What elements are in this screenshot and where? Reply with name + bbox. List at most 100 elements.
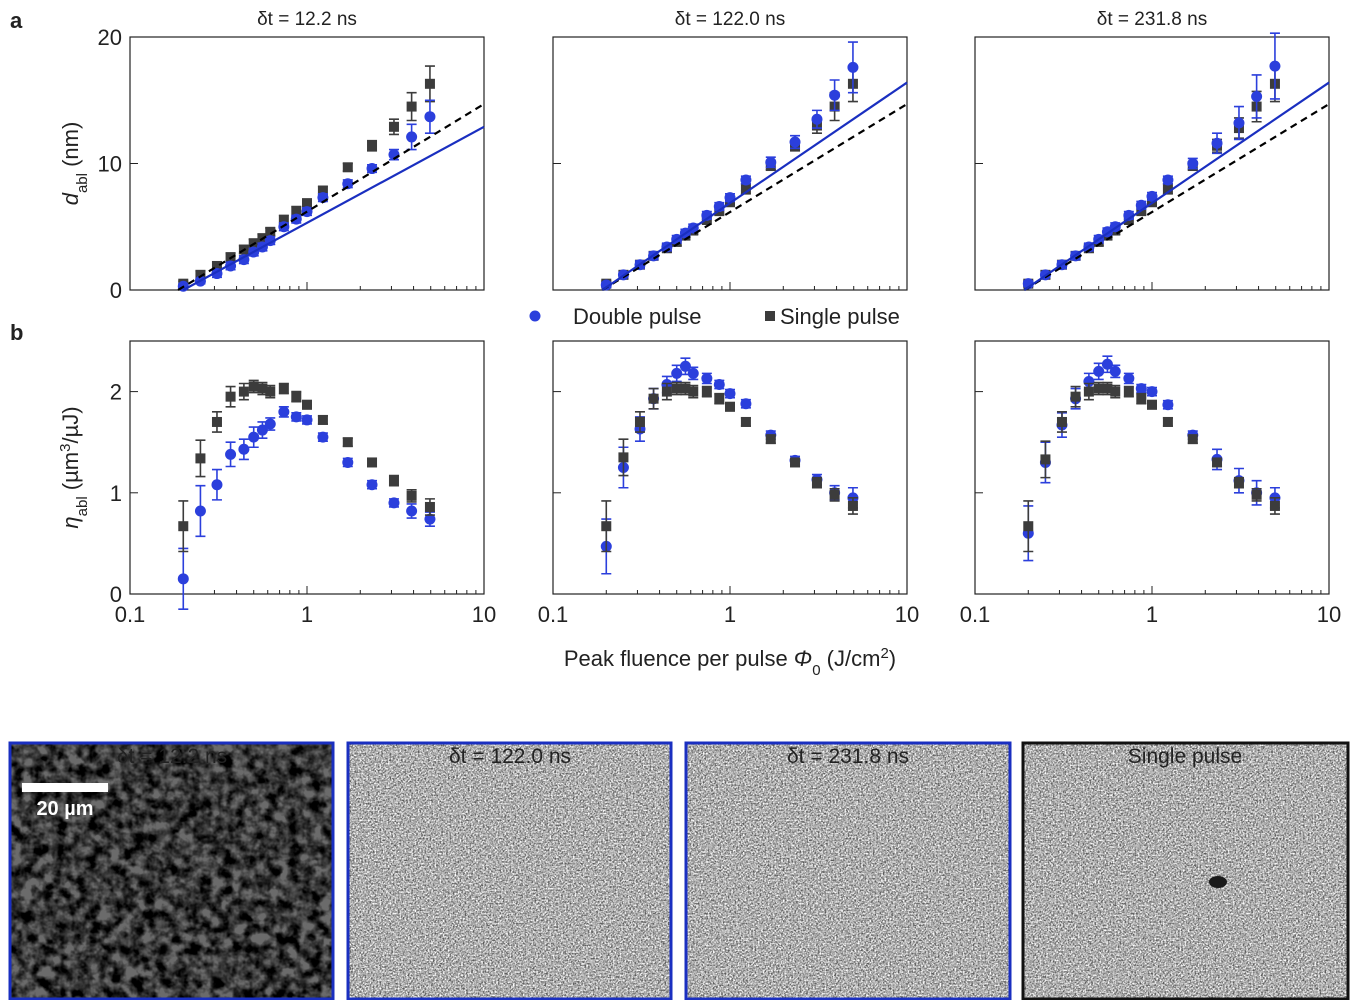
marker [1233, 477, 1244, 488]
marker [1109, 365, 1121, 377]
y-tick-label: 10 [98, 152, 122, 177]
x-tick-label: 1 [1146, 602, 1158, 627]
marker [406, 490, 417, 501]
x-tick-label: 1 [301, 602, 313, 627]
marker [1269, 60, 1281, 72]
marker [256, 424, 268, 436]
chart-title: δt = 12.2 ns [257, 9, 357, 30]
marker [211, 260, 222, 271]
marker [648, 393, 659, 404]
marker [278, 383, 289, 394]
marker [211, 479, 223, 491]
y-tick-label: 20 [98, 25, 122, 50]
marker [1083, 386, 1094, 397]
label-part: (nm) [58, 122, 83, 173]
label-part: Φ [794, 646, 812, 671]
image-title: δt = 12.2 ns [117, 745, 227, 768]
marker [740, 183, 751, 194]
marker [1147, 399, 1157, 410]
marker [1136, 393, 1147, 404]
marker [388, 475, 399, 486]
marker [1135, 383, 1147, 395]
label-part: ) [889, 646, 896, 671]
marker [265, 386, 276, 397]
image-frame [684, 741, 1012, 1000]
marker [789, 136, 801, 148]
marker [238, 386, 249, 397]
marker [1162, 174, 1174, 186]
marker [1187, 158, 1199, 169]
marker [714, 393, 725, 404]
marker [178, 521, 189, 532]
fit-line [182, 125, 485, 291]
marker [724, 388, 736, 400]
marker [671, 367, 683, 379]
marker [406, 101, 417, 112]
plot: δt = 12.2 ns 0 10 20 dabl (nm) [58, 9, 485, 303]
y-tick-label: 0 [110, 278, 122, 303]
marker [661, 386, 672, 397]
marker [829, 89, 841, 101]
fit-line [601, 81, 908, 291]
marker [671, 383, 682, 394]
marker [424, 111, 436, 123]
marker [238, 443, 250, 455]
marker [388, 121, 399, 132]
label-part: /µJ) [58, 406, 83, 443]
marker [713, 379, 725, 391]
marker [1123, 386, 1134, 397]
image-frame [8, 741, 335, 1000]
marker [829, 489, 840, 500]
marker [194, 505, 206, 517]
marker [1123, 372, 1135, 384]
marker [225, 448, 237, 460]
chart-title: δt = 122.0 ns [675, 9, 785, 30]
plot: δt = 231.8 ns [974, 9, 1330, 291]
x-tick-label: 1 [724, 602, 736, 627]
sem-texture [686, 743, 1010, 999]
marker [740, 416, 751, 427]
marker [765, 434, 776, 445]
marker [679, 360, 691, 372]
y-tick-label: 1 [110, 481, 122, 506]
plot-frame [129, 36, 485, 291]
marker [248, 381, 259, 392]
label-part: d [58, 192, 83, 205]
marker [424, 513, 436, 525]
x-axis-label: Peak fluence per pulse Φ0 (J/cm2) [564, 645, 896, 679]
marker [342, 162, 353, 173]
sem-images: 20 µm δt = 12.2 ns δt = 122.0 ns δt = 23… [8, 741, 1350, 1000]
marker [1101, 358, 1113, 370]
marker [211, 416, 222, 427]
marker [1093, 365, 1105, 377]
marker [342, 456, 354, 468]
fit-line [1023, 103, 1330, 291]
plot: δt = 122.0 ns [552, 9, 908, 291]
label-part: η [58, 516, 83, 528]
marker [1110, 386, 1121, 397]
image-title: δt = 231.8 ns [787, 745, 909, 768]
marker [367, 140, 378, 151]
legend-label: Double pulse [573, 304, 701, 329]
marker [424, 501, 435, 512]
marker [238, 254, 250, 266]
marker [765, 156, 777, 168]
marker [1251, 90, 1263, 102]
label-part: 3 [57, 444, 74, 452]
plot: 0.1 1 10 0 1 2 ηabl (µm3/µJ) Double pulse Single… [57, 304, 900, 627]
marker [1162, 416, 1173, 427]
marker [177, 573, 189, 585]
marker [1187, 434, 1198, 445]
marker [701, 386, 712, 397]
marker [1023, 521, 1034, 532]
label-part: 2 [880, 645, 888, 662]
panel-letter: a [10, 8, 23, 33]
x-tick-label: 0.1 [538, 602, 569, 627]
chart-title: δt = 231.8 ns [1097, 9, 1207, 30]
plot: 0.1 1 10 [538, 340, 919, 627]
marker [740, 398, 752, 410]
marker [1162, 183, 1173, 194]
marker [1233, 117, 1245, 129]
legend-label: Single pulse [780, 304, 900, 329]
